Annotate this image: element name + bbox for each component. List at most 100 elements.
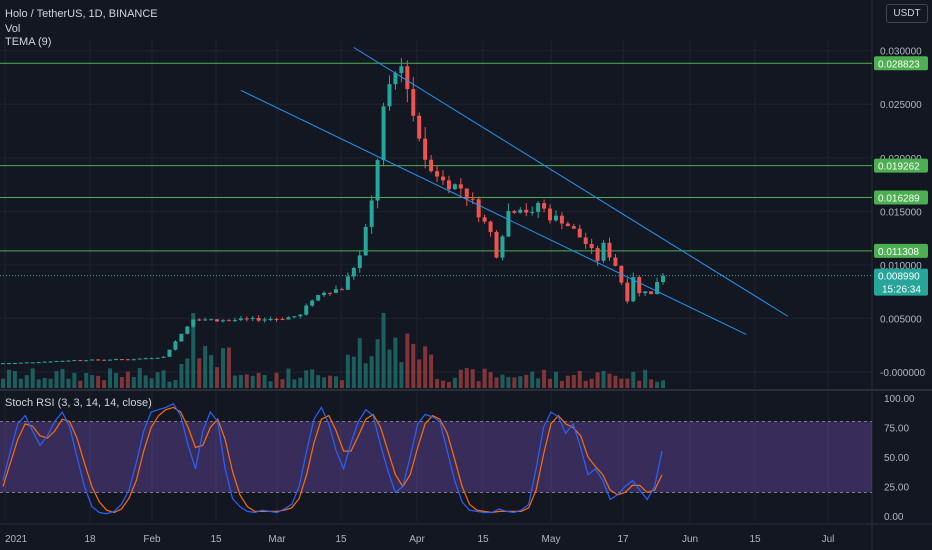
volume-bar (292, 379, 297, 388)
candle-body (333, 289, 338, 293)
volume-bar (345, 354, 350, 388)
level-price-tag (874, 243, 928, 258)
stoch-tick-label: 25.00 (884, 483, 909, 494)
candle-body (286, 317, 291, 320)
candle-body (482, 217, 487, 222)
stoch-rsi-label[interactable]: Stoch RSI (3, 3, 14, 14, close) (5, 397, 152, 409)
stoch-tick-label: 100.00 (884, 394, 915, 405)
candle-body (298, 314, 303, 317)
volume-bar (197, 358, 202, 388)
time-tick-label: 15 (210, 534, 222, 545)
time-tick-label: Feb (143, 534, 161, 545)
volume-bar (286, 368, 291, 388)
stoch-tick-label: 0.00 (884, 512, 904, 523)
candle-body (256, 317, 261, 321)
volume-bar (72, 372, 77, 388)
volume-bar (542, 369, 547, 388)
candle-body (42, 361, 47, 363)
volume-bar (54, 371, 59, 388)
volume-bar (649, 379, 654, 388)
candle-body (643, 291, 648, 294)
volume-indicator-label[interactable]: Vol (5, 23, 21, 35)
symbol-title: Holo / TetherUS, 1D, BINANCE (5, 8, 158, 20)
candle-body (417, 115, 422, 139)
candle-body (399, 66, 404, 74)
candle-body (637, 277, 642, 294)
currency-button[interactable]: USDT (886, 4, 928, 23)
level-price-tag (874, 190, 928, 205)
volume-bar (393, 337, 398, 388)
time-tick-label: Jul (822, 534, 835, 545)
candle-body (6, 363, 11, 365)
candle-body (559, 215, 564, 224)
volume-bar (6, 369, 11, 388)
candle-body (36, 362, 41, 364)
candle-body (542, 203, 547, 209)
candle-body (488, 221, 493, 232)
volume-bar (102, 380, 107, 388)
price-tick-label: 0.030000 (880, 47, 922, 58)
candle-body (78, 360, 83, 362)
candle-body (191, 319, 196, 327)
stoch-band (0, 421, 872, 493)
candle-body (72, 360, 77, 362)
candle-body (113, 359, 118, 361)
volume-bar (250, 375, 255, 388)
volume-bar (357, 338, 362, 388)
tema-indicator-label[interactable]: TEMA (9) (5, 36, 52, 48)
volume-bar (488, 372, 493, 388)
candle-body (506, 211, 511, 237)
volume-bar (90, 375, 95, 388)
candle-body (328, 292, 333, 294)
volume-bar (1, 378, 5, 388)
candle-body (173, 341, 178, 350)
volume-bar (387, 349, 392, 388)
price-axis[interactable]: 0.0300000.0250000.0200000.0150000.010000… (874, 47, 928, 379)
time-tick-label: 15 (749, 534, 761, 545)
candle-body (274, 319, 279, 321)
candle-body (161, 356, 166, 358)
candle-body (280, 319, 285, 321)
candle-body (24, 362, 29, 364)
candle-body (577, 228, 582, 238)
candle-body (524, 209, 529, 213)
volume-bar (108, 368, 113, 388)
countdown-label: 15:26:34 (882, 285, 921, 296)
candle-body (108, 359, 113, 361)
level-price-label: 0.019262 (878, 162, 920, 173)
volume-bar (553, 371, 558, 388)
candle-body (464, 188, 469, 199)
candle-body (209, 319, 214, 321)
stoch-rsi-panel: 100.00 75.00 50.00 25.00 0.00 (0, 394, 915, 523)
candle-body (102, 359, 107, 361)
candle-body (268, 319, 273, 321)
volume-bar (161, 370, 166, 388)
volume-bar (30, 368, 35, 388)
volume-bar (48, 378, 53, 388)
level-price-label: 0.011308 (878, 247, 919, 258)
volume-bar (191, 313, 196, 388)
volume-bar (36, 379, 41, 388)
candle-body (262, 319, 267, 321)
candle-body (54, 360, 59, 362)
candle-body (381, 106, 386, 161)
volume-bar (179, 364, 184, 388)
volume-bar (209, 355, 214, 388)
candle-body (423, 138, 428, 160)
volume-bar (631, 371, 636, 388)
candle-body (119, 359, 124, 361)
volume-bar (565, 375, 570, 388)
volume-bar (446, 381, 451, 388)
time-axis[interactable]: 2021 18 Feb 15 Mar 15 Apr 15 May 17 Jun 15 Jul (5, 534, 834, 545)
price-tick-label: 0.010000 (880, 261, 922, 272)
stoch-tick-label: 75.00 (884, 423, 909, 434)
candle-body (215, 319, 220, 322)
volume-bar (221, 348, 225, 388)
volume-bar (524, 374, 529, 388)
volume-bar (512, 377, 517, 388)
volume-bar (280, 379, 285, 388)
candle-body (565, 223, 570, 227)
volume-bar (304, 370, 309, 388)
volume-bar (530, 371, 535, 388)
